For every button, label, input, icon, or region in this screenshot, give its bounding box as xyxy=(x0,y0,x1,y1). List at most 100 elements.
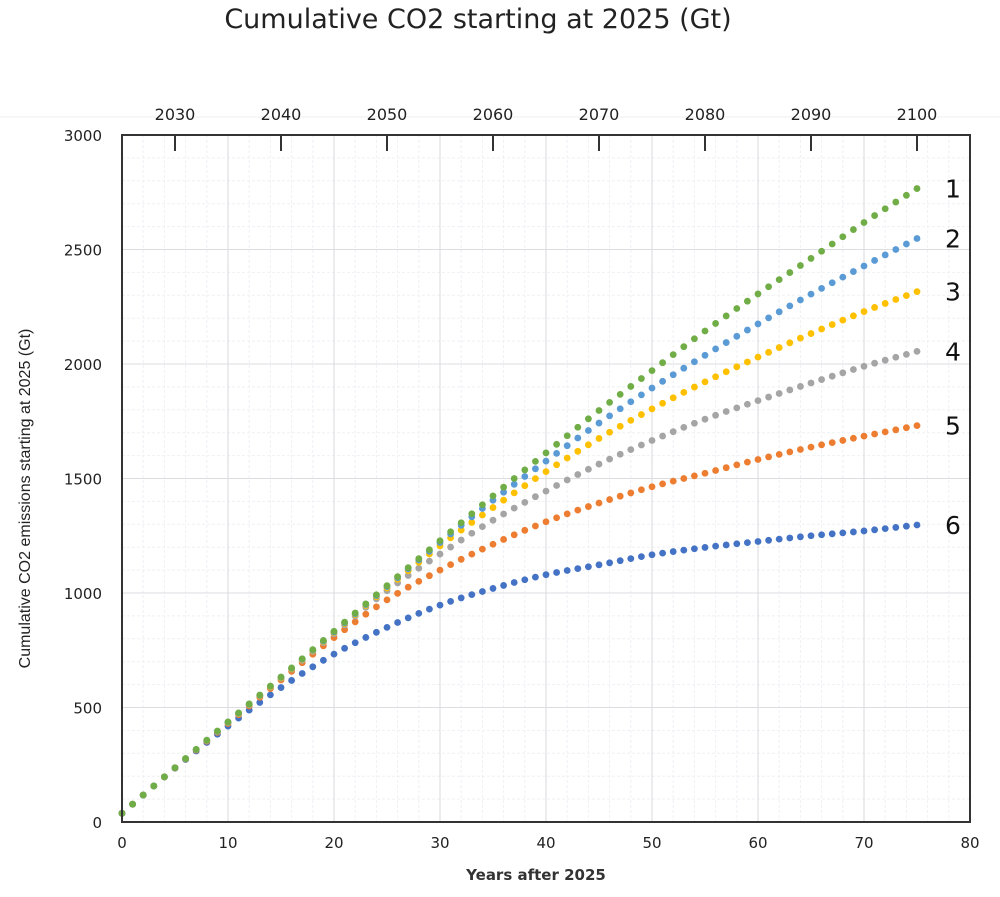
data-point xyxy=(638,375,645,382)
data-point xyxy=(479,523,486,531)
data-point xyxy=(648,437,656,444)
data-point xyxy=(616,557,624,565)
data-point xyxy=(638,441,645,449)
data-point xyxy=(765,283,772,291)
data-point xyxy=(754,353,762,361)
data-point xyxy=(850,434,857,442)
data-point xyxy=(797,334,804,342)
data-point xyxy=(733,305,741,312)
series-label: 4 xyxy=(945,337,961,366)
data-point xyxy=(638,486,645,494)
series-6 xyxy=(118,521,921,817)
data-point xyxy=(786,302,794,310)
data-point xyxy=(436,566,444,574)
data-point xyxy=(351,618,359,626)
data-point xyxy=(638,411,645,418)
data-point xyxy=(203,736,211,744)
data-point xyxy=(404,572,412,579)
data-point xyxy=(627,555,635,563)
data-point xyxy=(722,312,730,320)
data-point xyxy=(648,483,656,491)
data-point xyxy=(595,561,603,569)
data-point xyxy=(765,393,772,401)
data-point xyxy=(701,378,709,386)
data-point xyxy=(701,469,709,477)
data-point xyxy=(691,383,698,391)
data-point xyxy=(563,454,571,462)
data-point xyxy=(373,628,380,636)
data-point xyxy=(500,510,507,518)
data-point xyxy=(574,423,582,431)
data-point xyxy=(701,544,709,551)
data-point xyxy=(818,531,825,539)
data-point xyxy=(542,457,550,465)
data-point xyxy=(786,534,794,542)
data-point xyxy=(765,536,772,544)
data-point xyxy=(542,518,550,526)
data-point xyxy=(309,646,317,653)
data-point xyxy=(542,449,550,457)
data-point xyxy=(510,475,518,482)
data-point xyxy=(850,226,857,233)
data-point xyxy=(500,496,507,504)
data-point xyxy=(871,526,878,534)
data-point xyxy=(775,450,783,458)
data-point xyxy=(722,408,730,415)
data-point xyxy=(860,432,868,440)
x-tick-label: 80 xyxy=(960,834,979,852)
data-point xyxy=(532,457,539,465)
data-point xyxy=(563,476,571,484)
data-point xyxy=(595,419,603,427)
y-tick-label: 500 xyxy=(73,700,102,718)
data-point xyxy=(585,563,592,571)
data-point xyxy=(606,428,613,436)
data-point xyxy=(691,358,698,366)
data-point xyxy=(850,268,857,275)
series-1 xyxy=(118,185,921,817)
top-axis-tick-label: 2100 xyxy=(897,105,938,124)
data-point xyxy=(510,531,518,539)
data-point xyxy=(415,610,423,617)
data-point xyxy=(839,369,847,377)
data-point xyxy=(903,522,910,530)
data-point xyxy=(691,472,698,480)
data-point xyxy=(627,446,635,453)
data-point xyxy=(775,308,783,316)
data-point xyxy=(775,390,783,397)
data-point xyxy=(171,764,179,772)
data-point xyxy=(426,546,433,554)
data-point xyxy=(457,519,465,527)
data-point xyxy=(436,601,444,609)
data-point xyxy=(616,422,624,430)
data-point xyxy=(786,269,794,276)
data-point xyxy=(744,539,751,547)
data-point xyxy=(500,582,507,589)
data-point xyxy=(860,308,868,315)
data-point xyxy=(139,791,147,799)
data-point xyxy=(457,536,465,544)
data-point xyxy=(881,205,889,213)
top-axis-tick-label: 2030 xyxy=(155,105,196,124)
data-point xyxy=(881,251,889,259)
data-point xyxy=(288,664,295,672)
data-point xyxy=(669,351,677,359)
data-point xyxy=(627,383,635,390)
data-point xyxy=(638,391,645,399)
data-point xyxy=(828,530,836,538)
plot-frame xyxy=(121,134,971,823)
data-point xyxy=(532,475,539,483)
y-tick-label: 0 xyxy=(92,814,102,832)
data-point xyxy=(903,350,910,358)
y-tick-label: 1500 xyxy=(64,471,102,489)
data-point xyxy=(733,363,741,371)
data-point xyxy=(818,325,825,333)
data-point xyxy=(903,191,910,199)
top-axis-tick-label: 2090 xyxy=(791,105,832,124)
data-point xyxy=(532,522,539,530)
data-point xyxy=(394,589,401,597)
top-axis-tick-label: 2060 xyxy=(473,105,514,124)
data-point xyxy=(616,405,624,413)
data-point xyxy=(309,663,317,671)
data-point xyxy=(447,543,454,551)
data-point xyxy=(659,359,666,367)
